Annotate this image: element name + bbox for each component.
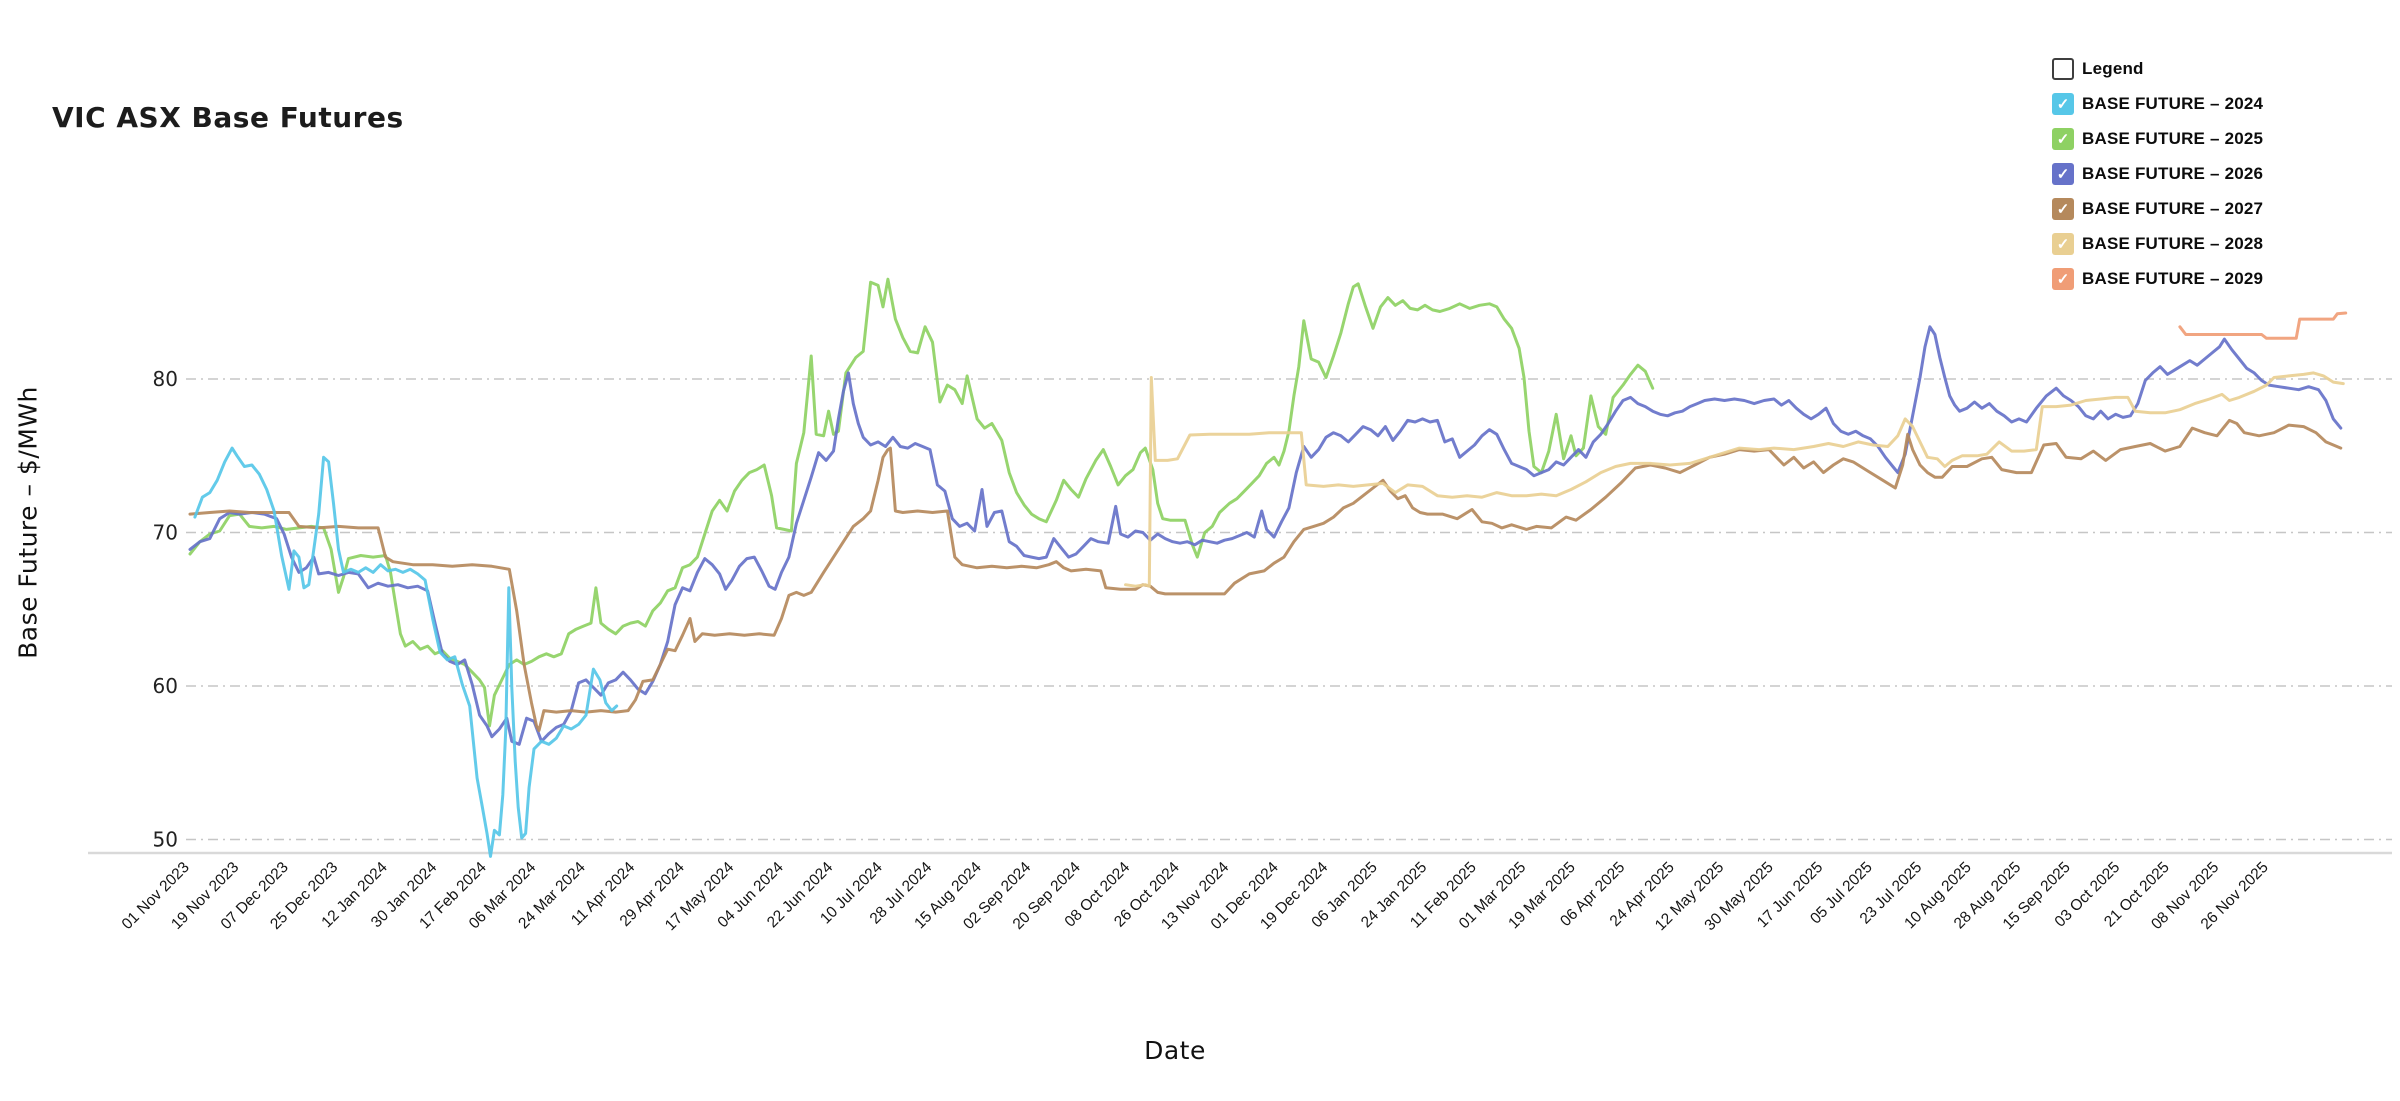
y-axis-tick-labels: 80 70 60 50: [153, 367, 178, 852]
series-line-2028[interactable]: [1124, 371, 2345, 588]
legend-checkbox-2025[interactable]: ✓: [2052, 128, 2074, 150]
series-line-2027[interactable]: [188, 418, 2343, 732]
legend-master-checkbox[interactable]: [2052, 58, 2074, 80]
y-tick-60: 60: [153, 674, 178, 698]
legend-item-2024[interactable]: ✓ BASE FUTURE – 2024: [2052, 93, 2263, 115]
y-tick-70: 70: [153, 521, 178, 545]
legend-checkbox-2026[interactable]: ✓: [2052, 163, 2074, 185]
legend-item-2028[interactable]: ✓ BASE FUTURE – 2028: [2052, 233, 2263, 255]
legend-checkbox-2024[interactable]: ✓: [2052, 93, 2074, 115]
legend-checkbox-2029[interactable]: ✓: [2052, 268, 2074, 290]
legend-label-2026: BASE FUTURE – 2026: [2082, 164, 2264, 183]
legend-label-2029: BASE FUTURE – 2029: [2082, 269, 2264, 288]
legend-header-row[interactable]: Legend: [2052, 58, 2263, 80]
legend-label-2028: BASE FUTURE – 2028: [2082, 234, 2264, 253]
legend-panel: Legend ✓ BASE FUTURE – 2024 ✓ BASE FUTURE –…: [2052, 58, 2263, 303]
y-tick-50: 50: [153, 828, 178, 852]
series-lines: [188, 277, 2348, 858]
legend-label-2027: BASE FUTURE – 2027: [2082, 199, 2264, 218]
y-axis-title: Base Future – $/MWh: [13, 386, 43, 659]
x-axis-title: Date: [1144, 1036, 1206, 1065]
legend-checkbox-2027[interactable]: ✓: [2052, 198, 2074, 220]
legend-item-2029[interactable]: ✓ BASE FUTURE – 2029: [2052, 268, 2263, 290]
legend-item-2026[interactable]: ✓ BASE FUTURE – 2026: [2052, 163, 2263, 185]
legend-item-2027[interactable]: ✓ BASE FUTURE – 2027: [2052, 198, 2263, 220]
series-line-2025[interactable]: [188, 277, 1655, 728]
legend-label-2025: BASE FUTURE – 2025: [2082, 129, 2264, 148]
legend-header-label: Legend: [2082, 59, 2144, 78]
y-tick-80: 80: [153, 367, 178, 391]
legend-label-2024: BASE FUTURE – 2024: [2082, 94, 2264, 113]
legend-checkbox-2028[interactable]: ✓: [2052, 233, 2074, 255]
series-line-2029[interactable]: [2178, 311, 2348, 340]
gridlines: [186, 378, 2392, 841]
legend-item-2025[interactable]: ✓ BASE FUTURE – 2025: [2052, 128, 2263, 150]
series-line-2024[interactable]: [193, 446, 619, 858]
chart-title: VIC ASX Base Futures: [52, 100, 404, 134]
